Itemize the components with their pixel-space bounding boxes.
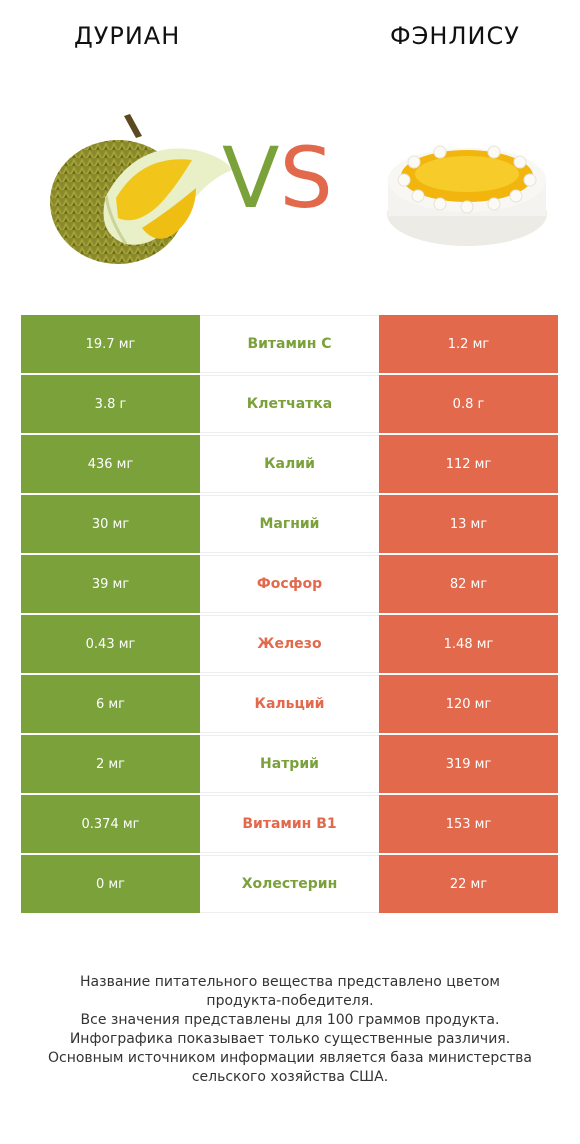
table-row: 19.7 мг Витамин C 1.2 мг [21,315,558,373]
nutrient-name: Холестерин [200,855,379,913]
durian-value: 0.374 мг [21,795,200,853]
durian-value: 30 мг [21,495,200,553]
vs-s: S [279,129,333,227]
table-row: 436 мг Калий 112 мг [21,435,558,493]
vs-v: V [222,129,280,227]
footer-line: Название питательного вещества представл… [80,974,500,990]
nutrient-name: Фосфор [200,555,379,613]
fenglisu-value: 22 мг [379,855,558,913]
table-row: 0.43 мг Железо 1.48 мг [21,615,558,673]
footer-line: Инфографика показывает только существенн… [69,1031,511,1047]
table-row: 3.8 г Клетчатка 0.8 г [21,375,558,433]
fenglisu-value: 112 мг [379,435,558,493]
footer-line: Все значения представлены для 100 граммо… [80,1012,500,1028]
durian-value: 39 мг [21,555,200,613]
table-row: 2 мг Натрий 319 мг [21,735,558,793]
durian-value: 6 мг [21,675,200,733]
footer-line: Основным источником информации является … [48,1050,532,1066]
nutrient-name: Магний [200,495,379,553]
fenglisu-value: 153 мг [379,795,558,853]
comparison-table: 19.7 мг Витамин C 1.2 мг 3.8 г Клетчатка… [21,315,558,915]
nutrient-name: Натрий [200,735,379,793]
left-product-title: ДУРИАН [74,22,181,50]
fenglisu-value: 0.8 г [379,375,558,433]
durian-value: 19.7 мг [21,315,200,373]
nutrient-name: Клетчатка [200,375,379,433]
fenglisu-value: 319 мг [379,735,558,793]
footer-line: продукта-победителя. [206,993,374,1009]
nutrient-name: Витамин B1 [200,795,379,853]
fenglisu-cake-image [387,145,547,246]
table-row: 0.374 мг Витамин B1 153 мг [21,795,558,853]
footer-line: сельского хозяйства США. [191,1069,389,1085]
fenglisu-value: 82 мг [379,555,558,613]
fenglisu-value: 1.2 мг [379,315,558,373]
durian-value: 436 мг [21,435,200,493]
durian-value: 2 мг [21,735,200,793]
durian-value: 3.8 г [21,375,200,433]
table-row: 30 мг Магний 13 мг [21,495,558,553]
durian-value: 0 мг [21,855,200,913]
durian-image [50,114,232,264]
table-row: 6 мг Кальций 120 мг [21,675,558,733]
table-row: 0 мг Холестерин 22 мг [21,855,558,913]
nutrient-name: Калий [200,435,379,493]
fenglisu-value: 13 мг [379,495,558,553]
nutrient-name: Железо [200,615,379,673]
table-row: 39 мг Фосфор 82 мг [21,555,558,613]
fenglisu-value: 1.48 мг [379,615,558,673]
footer-note: Название питательного вещества представл… [20,973,560,1087]
nutrient-name: Кальций [200,675,379,733]
fenglisu-value: 120 мг [379,675,558,733]
vs-label: VS [222,128,333,228]
right-product-title: ФЭНЛИСУ [390,22,520,50]
durian-value: 0.43 мг [21,615,200,673]
nutrient-name: Витамин C [200,315,379,373]
